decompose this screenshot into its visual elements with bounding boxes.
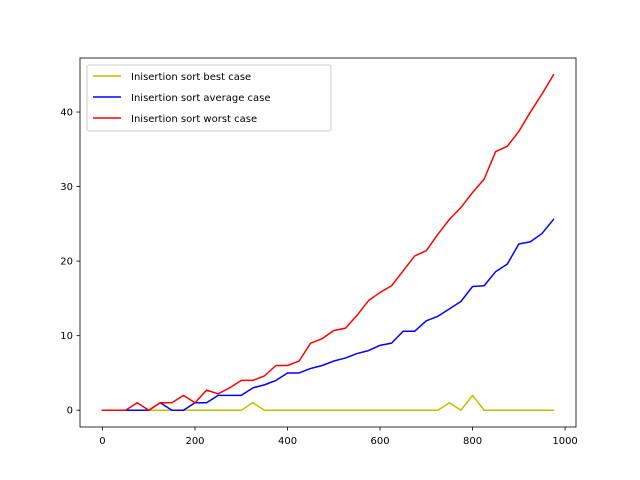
legend-label-1: Inisertion sort average case: [131, 93, 271, 104]
series-line-2: [101, 73, 555, 411]
x-tick-label: 800: [463, 436, 482, 447]
x-tick-label: 200: [185, 436, 204, 447]
y-tick-label: 20: [60, 257, 73, 268]
y-tick-label: 0: [67, 406, 73, 417]
x-axis: 0 200 400 600 800 1000: [99, 427, 578, 447]
plot-frame: [79, 57, 577, 428]
x-tick-label: 1000: [552, 436, 577, 447]
y-axis: 0 10 20 30 40: [60, 108, 80, 417]
x-tick-label: 600: [370, 436, 389, 447]
legend-label-0: Inisertion sort best case: [131, 72, 251, 83]
series-layer: [101, 73, 555, 411]
y-tick-label: 30: [60, 182, 73, 193]
x-tick-label: 400: [278, 436, 297, 447]
legend-frame: [86, 64, 332, 132]
x-tick-label: 0: [99, 436, 105, 447]
y-tick-label: 40: [60, 108, 73, 119]
legend: Inisertion sort best case Inisertion sort…: [86, 64, 332, 132]
legend-label-2: Inisertion sort worst case: [131, 114, 257, 125]
series-line-1: [101, 218, 555, 411]
y-tick-label: 10: [60, 331, 73, 342]
